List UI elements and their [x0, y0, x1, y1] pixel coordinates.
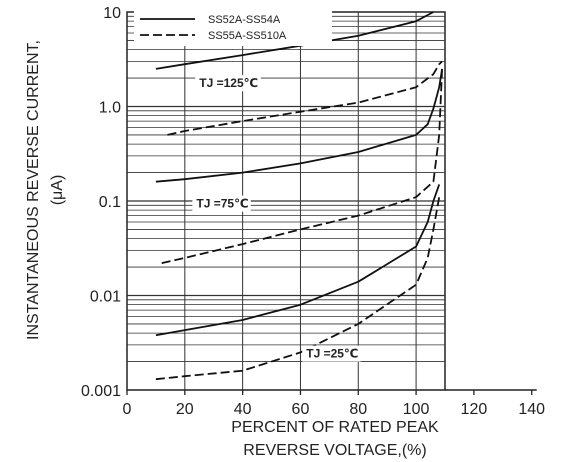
series-line-dashed-25	[155, 196, 441, 381]
y-axis-title-line-1: INSTANTANEOUS REVERSE CURRENT,	[25, 40, 42, 340]
series-line-solid-25	[155, 184, 441, 337]
x-tick-label: 0	[123, 401, 132, 418]
temperature-label: TJ =75℃	[196, 197, 248, 211]
annotation-bg	[195, 75, 261, 92]
annotations: TJ =125℃ TJ =75℃ TJ =25℃	[192, 75, 361, 362]
x-tick-label: 100	[403, 401, 430, 418]
x-axis-title-line-2: REVERSE VOLTAGE,(%)	[243, 442, 426, 459]
legend-label: SS55A-SS510A	[208, 30, 287, 42]
x-tick-label: 20	[176, 401, 194, 418]
y-tick-label: 0.01	[90, 289, 121, 306]
x-tick-label: 140	[518, 401, 545, 418]
x-tick-label: 80	[349, 401, 367, 418]
y-tick-label: 0.1	[99, 194, 121, 211]
x-tick-label: 40	[234, 401, 252, 418]
x-axis-title-line-1: PERCENT OF RATED PEAK	[231, 419, 439, 436]
y-tick-label: 0.001	[81, 383, 121, 400]
temperature-label: TJ =25℃	[306, 347, 358, 361]
y-axis-title-line-2: (μA)	[49, 175, 66, 206]
x-tick-label: 60	[292, 401, 310, 418]
series-line-solid-75	[155, 68, 443, 183]
grid-layer	[126, 11, 446, 391]
legend: SS52A-SS54A SS55A-SS510A	[134, 6, 332, 46]
y-tick-label: 1.0	[99, 100, 121, 117]
legend-box	[134, 6, 332, 46]
annotation-bg	[192, 195, 251, 212]
annotation-bg	[302, 345, 361, 362]
series-line-dashed-75	[161, 68, 443, 264]
axes: 0 20 40 60 80 100 120 140 10 1.0 0.1 0.01 0.001 PERCE…	[25, 5, 545, 459]
legend-label: SS52A-SS54A	[208, 14, 281, 26]
temperature-label: TJ =125℃	[199, 76, 258, 90]
x-tick-label: 120	[461, 401, 488, 418]
y-tick-label: 10	[103, 5, 121, 22]
